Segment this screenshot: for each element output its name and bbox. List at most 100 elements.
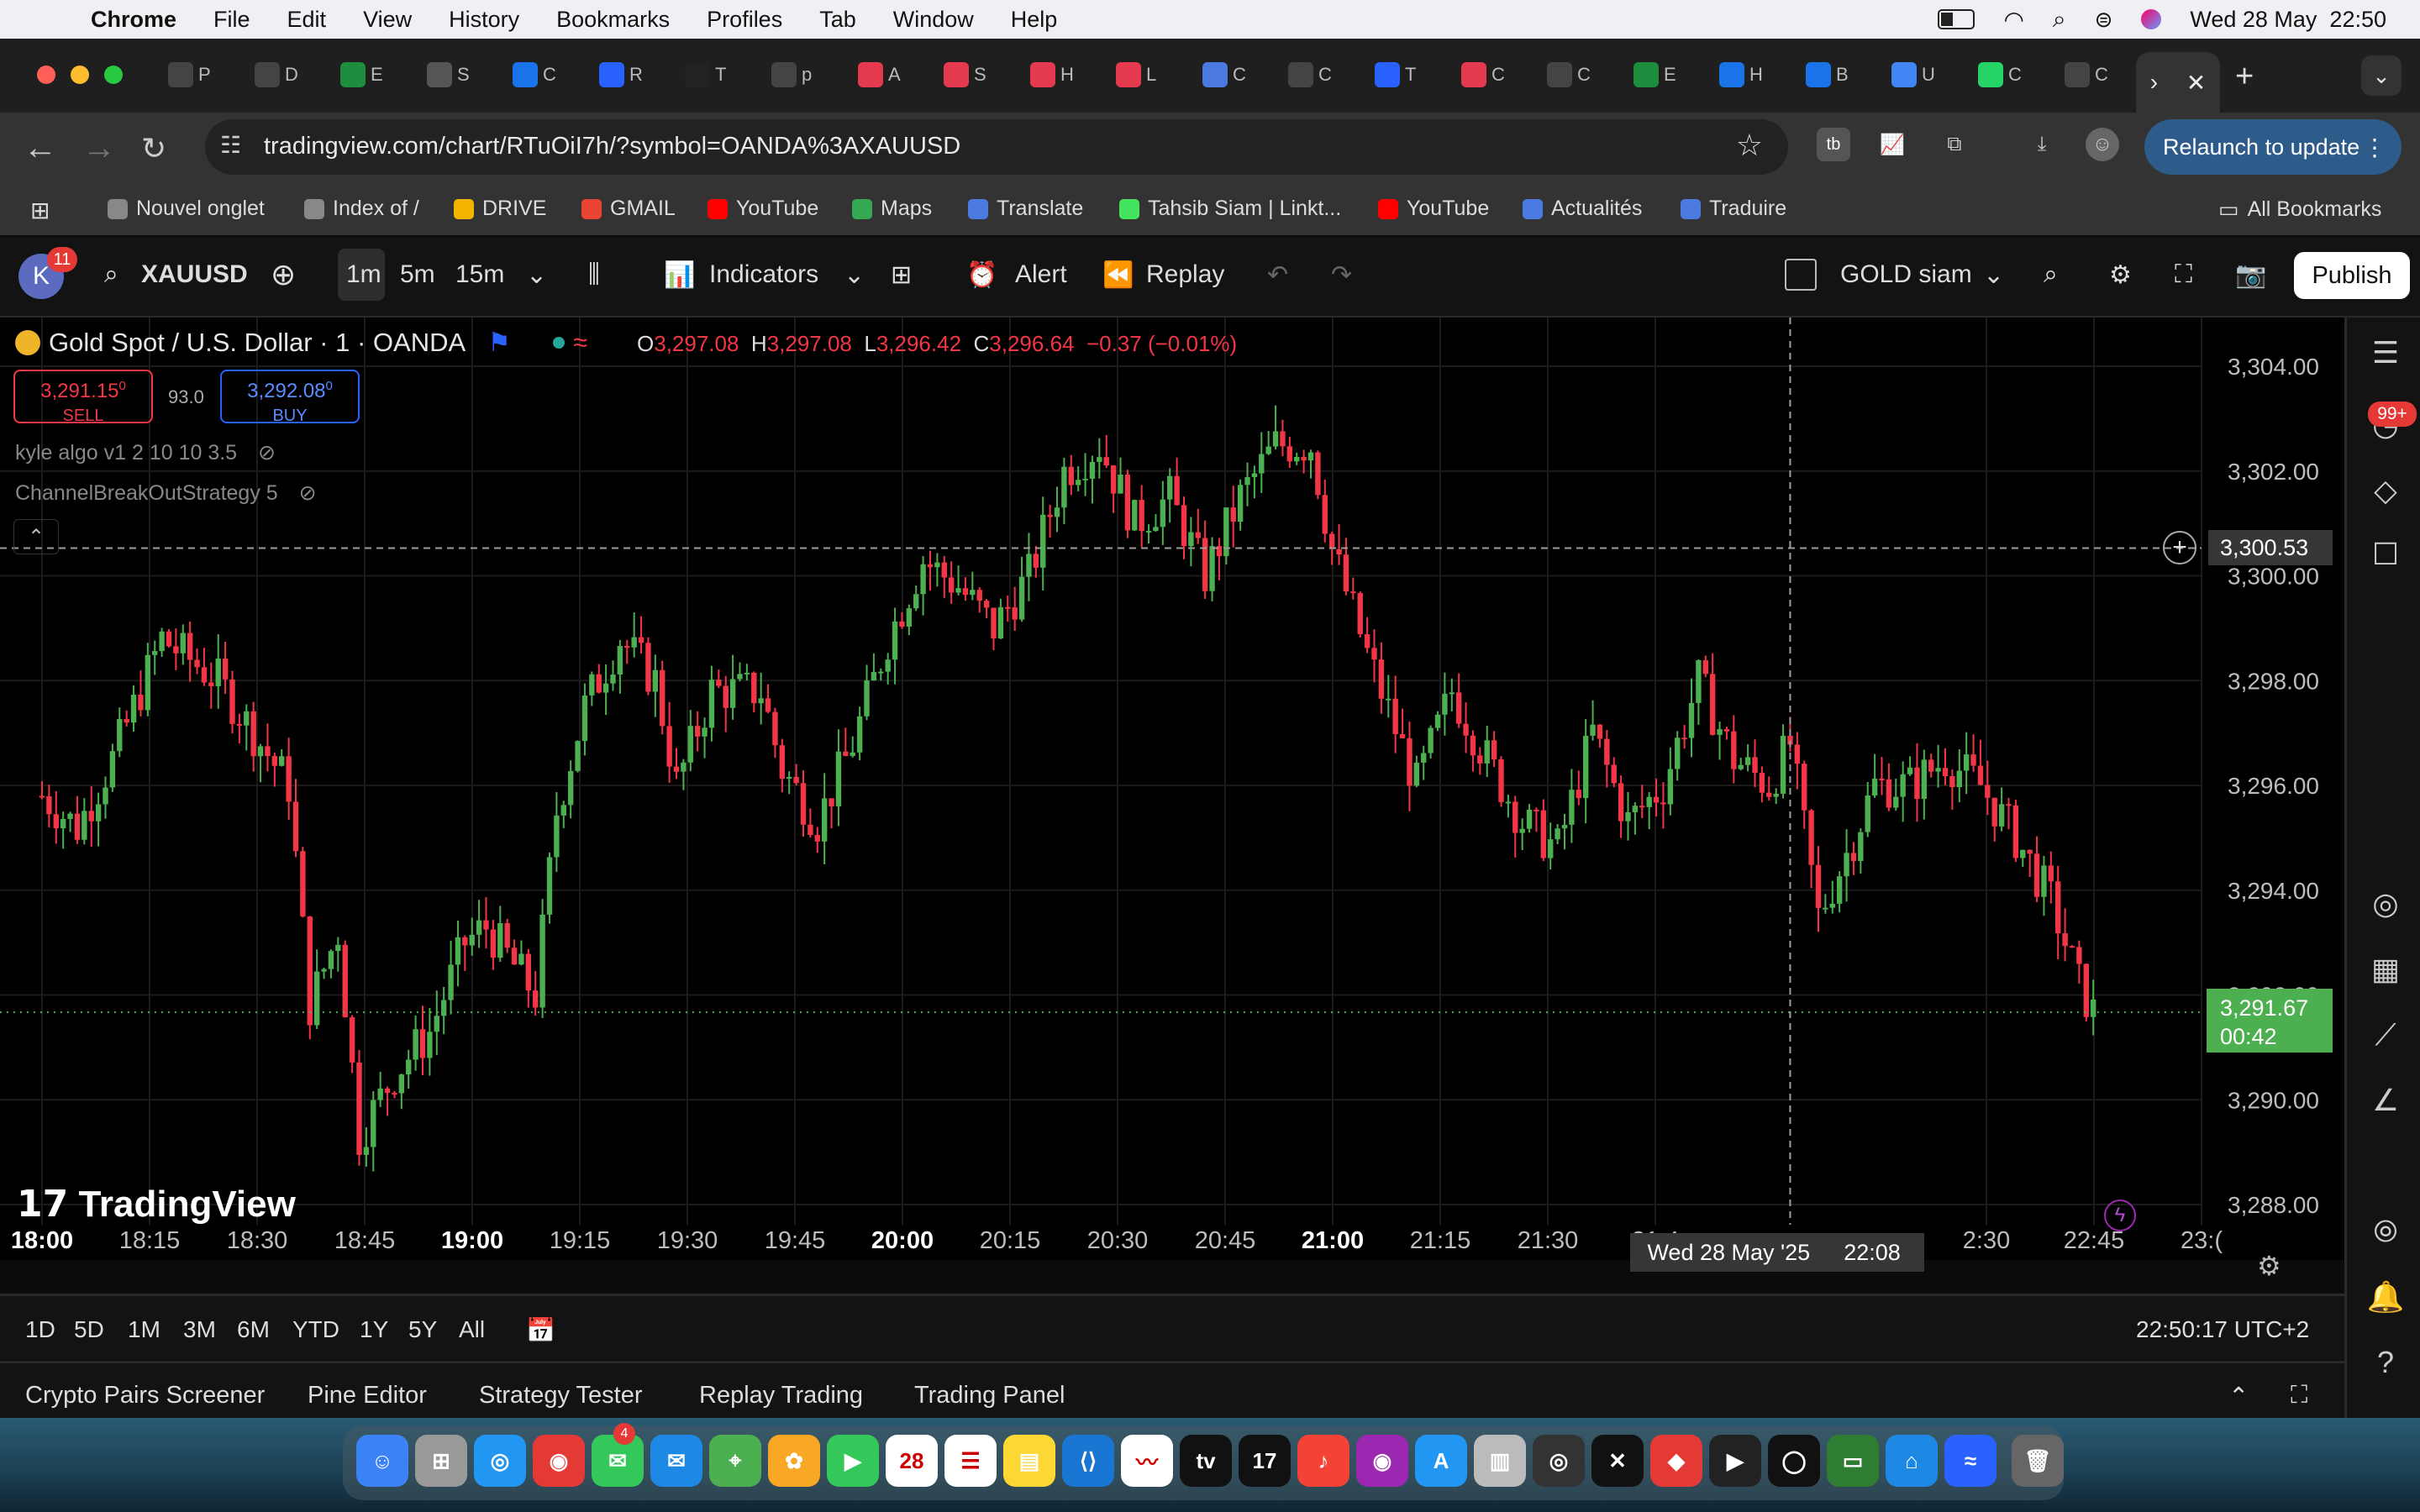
alert-button[interactable]: Alert	[1015, 260, 1067, 288]
indicators-button[interactable]: Indicators	[709, 260, 819, 288]
chrome-icon[interactable]: ◉	[533, 1435, 585, 1487]
battery-icon[interactable]	[1938, 9, 1975, 29]
photos-icon[interactable]: ✿	[768, 1435, 820, 1487]
browser-tab[interactable]: C	[1547, 55, 1594, 94]
menu-app-name[interactable]: Chrome	[91, 6, 177, 32]
browser-tab[interactable]: C	[2065, 55, 2112, 94]
extension-tb-icon[interactable]: tb	[1817, 128, 1850, 161]
preview-icon[interactable]: ▥	[1474, 1435, 1526, 1487]
bookmark-item[interactable]: YouTube	[708, 197, 818, 221]
safari-icon[interactable]: ◎	[474, 1435, 526, 1487]
browser-tab[interactable]: p	[771, 55, 818, 94]
browser-tab[interactable]: H	[1030, 55, 1077, 94]
bookmark-star-icon[interactable]: ☆	[1735, 128, 1763, 162]
watchlist-icon[interactable]: ☰	[2371, 335, 2400, 370]
trend-tools-icon[interactable]: ∠	[2371, 1083, 2400, 1117]
finder-icon[interactable]: ☺	[356, 1435, 408, 1487]
browser-tab[interactable]: B	[1806, 55, 1853, 94]
calendar-icon[interactable]: 28	[886, 1435, 938, 1487]
fullscreen-icon[interactable]: ⛶	[2175, 260, 2192, 288]
range-all[interactable]: All	[459, 1316, 486, 1342]
range-1d[interactable]: 1D	[25, 1316, 55, 1342]
snapshot-camera-icon[interactable]: 📷	[2235, 261, 2267, 289]
browser-tab[interactable]: L	[1116, 55, 1163, 94]
window-zoom-button[interactable]	[104, 66, 123, 84]
chatgpt-icon[interactable]: ◎	[1533, 1435, 1585, 1487]
indicator-channel-breakout[interactable]: ChannelBreakOutStrategy 5 ⊘	[15, 480, 317, 506]
chat-icon[interactable]: ☐	[2371, 537, 2400, 571]
notifications-bell-icon[interactable]: 🔔	[2366, 1279, 2405, 1314]
browser-tab[interactable]: A	[858, 55, 905, 94]
panel-tab-trading-panel[interactable]: Trading Panel	[914, 1382, 1065, 1409]
candlestick-chart[interactable]: 3,304.00 3,302.00 3,300.00 3,298.00 3,296.00…	[0, 318, 2344, 1260]
podcasts-icon[interactable]: ◉	[1356, 1435, 1408, 1487]
layout-checkbox-icon[interactable]	[1785, 259, 1817, 291]
menu-edit[interactable]: Edit	[287, 6, 327, 32]
range-3m[interactable]: 3M	[183, 1316, 216, 1342]
menu-help[interactable]: Help	[1010, 6, 1058, 32]
spotlight-search-icon[interactable]: ⌕	[2052, 5, 2066, 32]
panel-tab-strategy-tester[interactable]: Strategy Tester	[479, 1382, 643, 1409]
goto-date-calendar-icon[interactable]: 📅	[526, 1317, 555, 1343]
symbol-search-icon[interactable]: ⌕	[104, 260, 118, 288]
indicators-icon[interactable]: 📊	[664, 261, 696, 289]
bookmark-item[interactable]: YouTube	[1378, 197, 1489, 221]
browser-tab[interactable]: U	[1891, 55, 1939, 94]
layout-menu-icon[interactable]: ⌄	[1983, 261, 2005, 289]
add-alert-plus-icon[interactable]: +	[2163, 531, 2196, 565]
menu-window[interactable]: Window	[892, 6, 974, 32]
back-button[interactable]: ←	[24, 129, 57, 166]
more-menu-icon[interactable]: ⋮	[2363, 134, 2386, 160]
active-tab[interactable]: › ✕	[2136, 52, 2220, 113]
site-info-icon[interactable]: ☷	[220, 132, 242, 158]
range-6m[interactable]: 6M	[237, 1316, 270, 1342]
capcut-icon[interactable]: ✕	[1591, 1435, 1644, 1487]
menu-file[interactable]: File	[213, 6, 250, 32]
notes-icon[interactable]: ▤	[1003, 1435, 1055, 1487]
bookmark-item[interactable]: Index of /	[304, 197, 419, 221]
url-text[interactable]: tradingview.com/chart/RTuOiI7h/?symbol=O…	[264, 133, 961, 160]
browser-tab[interactable]: C	[1288, 55, 1335, 94]
browser-tab[interactable]: S	[427, 55, 474, 94]
timeframe-5m[interactable]: 5m	[400, 260, 435, 288]
bookmark-item[interactable]: Maps	[852, 197, 932, 221]
cursor-icon[interactable]: ▶	[1709, 1435, 1761, 1487]
timeframe-1m[interactable]: 1m	[346, 260, 381, 288]
range-1m[interactable]: 1M	[128, 1316, 160, 1342]
quick-search-icon[interactable]: ⌕	[2044, 260, 2058, 288]
chart-pane[interactable]: 3,304.00 3,302.00 3,300.00 3,298.00 3,296.00…	[0, 318, 2344, 1281]
menu-view[interactable]: View	[363, 6, 413, 32]
bookmark-item[interactable]: Tahsib Siam | Linkt...	[1119, 197, 1341, 221]
maps-icon[interactable]: ⌖	[709, 1435, 761, 1487]
freeform-icon[interactable]: 〰	[1121, 1435, 1173, 1487]
panel-tab-pine-editor[interactable]: Pine Editor	[308, 1382, 427, 1409]
mail-icon[interactable]: ✉	[650, 1435, 702, 1487]
indicator-kyle-algo[interactable]: kyle algo v1 2 10 10 3.5 ⊘	[15, 440, 276, 465]
tradingview-icon[interactable]: 17	[1239, 1435, 1291, 1487]
downloads-icon[interactable]: ⤓	[2037, 133, 2047, 155]
browser-tab[interactable]: T	[685, 55, 732, 94]
target-icon[interactable]: ◎	[2372, 886, 2399, 921]
calendar-icon[interactable]: ▦	[2370, 952, 2400, 986]
anydesk-icon[interactable]: ◆	[1650, 1435, 1702, 1487]
browser-tab[interactable]: C	[513, 55, 560, 94]
appstore-icon[interactable]: A	[1415, 1435, 1467, 1487]
facetime-icon[interactable]: ▶	[827, 1435, 879, 1487]
control-center-icon[interactable]: ⊜	[2094, 6, 2113, 32]
tab-close-icon[interactable]: ✕	[2186, 69, 2207, 96]
range-5d[interactable]: 5D	[74, 1316, 104, 1342]
launchpad-icon[interactable]: ⊞	[415, 1435, 467, 1487]
axis-settings-gear-icon[interactable]: ⚙	[2257, 1251, 2281, 1281]
timeframe-15m[interactable]: 15m	[455, 260, 505, 288]
publish-button[interactable]: Publish	[2294, 252, 2410, 299]
chart-tools-icon[interactable]: ⟋	[2375, 1016, 2396, 1052]
browser-tab[interactable]: E	[340, 55, 387, 94]
appletv-icon[interactable]: tv	[1180, 1435, 1232, 1487]
window-close-button[interactable]	[37, 66, 55, 84]
symbol-search-button[interactable]: XAUUSD	[141, 260, 248, 288]
all-bookmarks[interactable]: ▭ All Bookmarks	[2218, 197, 2381, 223]
redo-icon[interactable]: ↷	[1331, 261, 1353, 289]
menu-profiles[interactable]: Profiles	[707, 6, 783, 32]
forward-button[interactable]: →	[82, 129, 116, 166]
expand-panel-icon[interactable]: ⌃	[2228, 1383, 2249, 1410]
